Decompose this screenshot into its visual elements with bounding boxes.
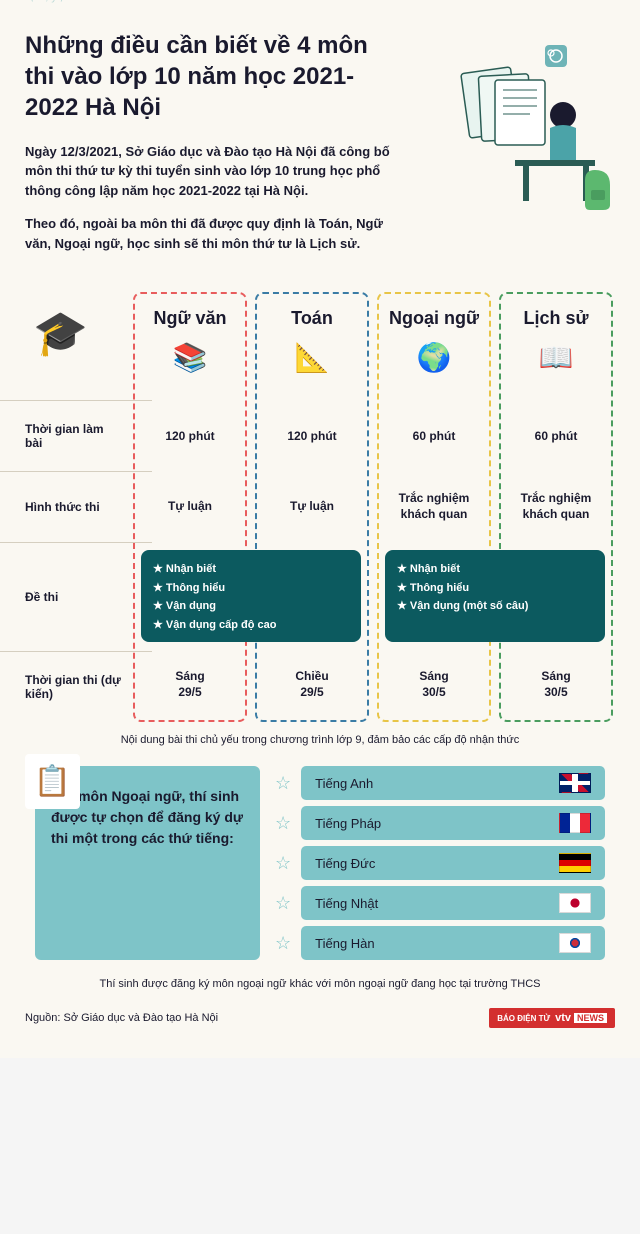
flag-icon-fr (559, 813, 591, 833)
row-labels-column: 🎓 Thời gian làm bài Hình thức thi Đề thi… (25, 292, 127, 722)
exam-detail-box-1: ★Nhận biết★Thông hiểu★Vận dụng (một số c… (385, 550, 605, 642)
subject-columns: Ngữ văn 📚 120 phútTự luận Sáng 29/5 Toán 📐 120… (131, 292, 615, 722)
exam-level-item: ★Vận dụng cấp độ cao (153, 616, 349, 635)
header: Những điều cần biết về 4 môn thi vào lớp… (25, 30, 615, 267)
language-section: 📋 Với môn Ngoại ngữ, thí sinh được tự ch… (25, 766, 615, 960)
language-name: Tiếng Pháp (315, 816, 381, 831)
subject-name: Toán (261, 308, 363, 329)
language-item: ☆ Tiếng Đức (275, 846, 605, 880)
duration-cell: 60 phút (379, 402, 489, 472)
language-pill: Tiếng Hàn (301, 926, 605, 960)
flag-icon-uk (559, 773, 591, 793)
star-icon: ☆ (275, 893, 291, 914)
math-decoration: ⬡ x² ⟨x,y⟩ ▷ ⟨x,y⟩ f(x) √x ⟨x,y⟩ (0, 0, 640, 3)
format-cell: Trắc nghiệm khách quan (501, 472, 611, 542)
table-note: Nội dung bài thi chủ yếu trong chương tr… (25, 734, 615, 746)
document-icon: 📋 (25, 754, 80, 809)
row-label-duration: Thời gian làm bài (25, 401, 127, 471)
language-item: ☆ Tiếng Hàn (275, 926, 605, 960)
subject-name: Ngữ văn (139, 308, 241, 329)
language-list: ☆ Tiếng Anh ☆ Tiếng Pháp ☆ Tiếng Đức ☆ Tiếng Nh… (275, 766, 605, 960)
logo-sub: NEWS (574, 1013, 607, 1023)
subject-column-3: Lịch sử 📖 60 phútTrắc nghiệm khách quan Sán… (499, 292, 613, 722)
duration-cell: 120 phút (257, 402, 367, 472)
subject-column-2: Ngoại ngữ 🌍 60 phútTrắc nghiệm khách quan S… (377, 292, 491, 722)
header-text: Những điều cần biết về 4 môn thi vào lớp… (25, 30, 400, 267)
intro-paragraph-2: Theo đó, ngoài ba môn thi đã được quy đị… (25, 214, 400, 253)
time-cell: Sáng 30/5 (501, 650, 611, 720)
time-cell: Sáng 29/5 (135, 650, 245, 720)
star-icon: ☆ (275, 773, 291, 794)
subject-column-0: Ngữ văn 📚 120 phútTự luận Sáng 29/5 (133, 292, 247, 722)
student-svg (415, 30, 615, 230)
footer: Nguồn: Sở Giáo dục và Đào tạo Hà Nội BÁO… (25, 1008, 615, 1028)
time-cell: Chiều 29/5 (257, 650, 367, 720)
language-pill: Tiếng Anh (301, 766, 605, 800)
format-cell: Tự luận (257, 472, 367, 542)
subject-name: Lịch sử (505, 308, 607, 329)
exam-level-item: ★Vận dụng (153, 597, 349, 616)
subject-column-1: Toán 📐 120 phútTự luận Chiều 29/5 (255, 292, 369, 722)
exam-level-item: ★Nhận biết (397, 560, 593, 579)
infographic-page: Những điều cần biết về 4 môn thi vào lớp… (0, 0, 640, 1058)
graduation-cap-icon: 🎓 (25, 292, 127, 400)
source-text: Nguồn: Sở Giáo dục và Đào tạo Hà Nội (25, 1012, 218, 1024)
logo-brand: vtv (555, 1012, 571, 1024)
exam-level-item: ★Vận dụng (một số câu) (397, 597, 593, 616)
flag-icon-kr (559, 933, 591, 953)
flag-icon-de (559, 853, 591, 873)
exam-level-item: ★Thông hiểu (153, 579, 349, 598)
vtv-logo: BÁO ĐIỆN TỬ vtv NEWS (489, 1008, 615, 1028)
language-item: ☆ Tiếng Anh (275, 766, 605, 800)
language-pill: Tiếng Đức (301, 846, 605, 880)
subject-icon: 📚 (139, 337, 241, 377)
row-label-format: Hình thức thi (25, 472, 127, 542)
exam-level-item: ★Nhận biết (153, 560, 349, 579)
star-icon: ☆ (275, 853, 291, 874)
language-pill: Tiếng Nhật (301, 886, 605, 920)
language-pill: Tiếng Pháp (301, 806, 605, 840)
language-item: ☆ Tiếng Pháp (275, 806, 605, 840)
row-label-exam: Đề thi (25, 543, 127, 651)
duration-cell: 120 phút (135, 402, 245, 472)
language-item: ☆ Tiếng Nhật (275, 886, 605, 920)
exam-level-item: ★Thông hiểu (397, 579, 593, 598)
subjects-table: 🎓 Thời gian làm bài Hình thức thi Đề thi… (25, 292, 615, 722)
language-name: Tiếng Hàn (315, 936, 375, 951)
intro-paragraph-1: Ngày 12/3/2021, Sở Giáo dục và Đào tạo H… (25, 142, 400, 201)
exam-detail-box-0: ★Nhận biết★Thông hiểu★Vận dụng★Vận dụng … (141, 550, 361, 642)
subject-header: Lịch sử 📖 (501, 294, 611, 402)
subject-header: Ngữ văn 📚 (135, 294, 245, 402)
subject-icon: 📐 (261, 337, 363, 377)
subject-header: Toán 📐 (257, 294, 367, 402)
language-card: 📋 Với môn Ngoại ngữ, thí sinh được tự ch… (35, 766, 260, 960)
star-icon: ☆ (275, 813, 291, 834)
language-name: Tiếng Anh (315, 776, 373, 791)
student-illustration (415, 30, 615, 230)
format-cell: Trắc nghiệm khách quan (379, 472, 489, 542)
subject-icon: 🌍 (383, 337, 485, 377)
subject-name: Ngoại ngữ (383, 308, 485, 329)
duration-cell: 60 phút (501, 402, 611, 472)
language-name: Tiếng Đức (315, 856, 375, 871)
row-label-time: Thời gian thi (dự kiến) (25, 652, 127, 722)
star-icon: ☆ (275, 933, 291, 954)
page-title: Những điều cần biết về 4 môn thi vào lớp… (25, 30, 400, 124)
language-name: Tiếng Nhật (315, 896, 378, 911)
time-cell: Sáng 30/5 (379, 650, 489, 720)
subject-header: Ngoại ngữ 🌍 (379, 294, 489, 402)
flag-icon-jp (559, 893, 591, 913)
format-cell: Tự luận (135, 472, 245, 542)
logo-tag: BÁO ĐIỆN TỬ (497, 1014, 550, 1023)
subject-icon: 📖 (505, 337, 607, 377)
language-note: Thí sinh được đăng ký môn ngoại ngữ khác… (25, 978, 615, 990)
